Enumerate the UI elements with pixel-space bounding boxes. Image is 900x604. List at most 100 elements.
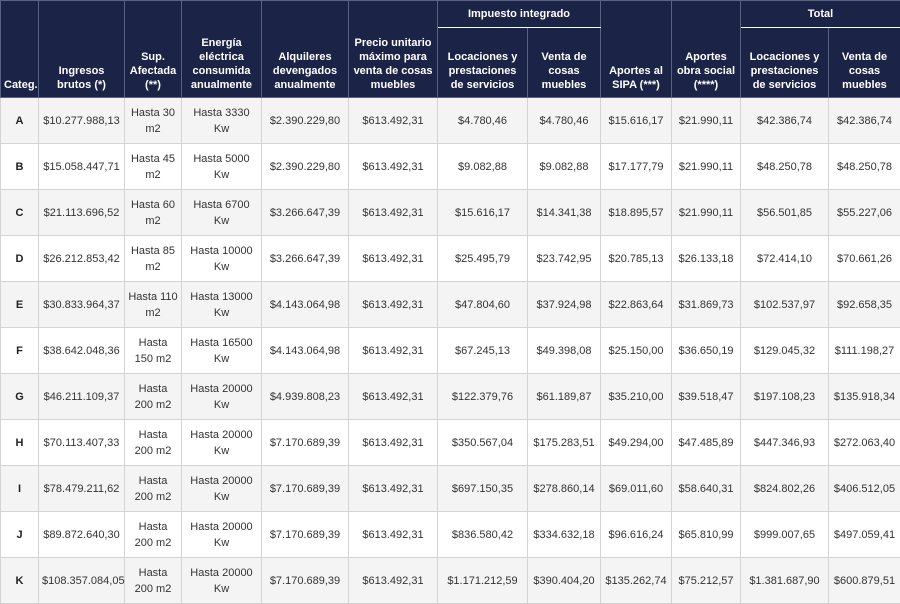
cell-impuesto-locaciones: $350.567,04 — [438, 420, 528, 466]
cell-obra-social: $31.869,73 — [672, 282, 741, 328]
cell-alquileres: $3.266.647,39 — [262, 236, 349, 282]
cell-impuesto-venta: $37.924,98 — [528, 282, 601, 328]
header-categ: Categ. — [1, 1, 39, 98]
cell-ingresos: $78.479.211,62 — [39, 466, 125, 512]
cell-ingresos: $108.357.084,05 — [39, 558, 125, 604]
cell-alquileres: $4.143.064,98 — [262, 328, 349, 374]
cell-obra-social: $47.485,89 — [672, 420, 741, 466]
header-total-locaciones: Locaciones y prestaciones de servicios — [741, 28, 829, 98]
cell-obra-social: $58.640,31 — [672, 466, 741, 512]
header-impuesto-locaciones: Locaciones y prestaciones de servicios — [438, 28, 528, 98]
cell-total-venta: $497.059,41 — [829, 512, 900, 558]
cell-total-venta: $111.198,27 — [829, 328, 900, 374]
cell-sup: Hasta 30 m2 — [125, 98, 182, 144]
cell-energia: Hasta 3330 Kw — [182, 98, 262, 144]
cell-alquileres: $7.170.689,39 — [262, 420, 349, 466]
cell-impuesto-venta: $334.632,18 — [528, 512, 601, 558]
cell-obra-social: $21.990,11 — [672, 144, 741, 190]
cell-categ: G — [1, 374, 39, 420]
cell-impuesto-venta: $23.742,95 — [528, 236, 601, 282]
header-alquileres: Alquileres devengados anualmente — [262, 1, 349, 98]
header-impuesto-group: Impuesto integrado — [438, 1, 601, 28]
cell-total-locaciones: $999.007,65 — [741, 512, 829, 558]
cell-alquileres: $7.170.689,39 — [262, 466, 349, 512]
cell-energia: Hasta 20000 Kw — [182, 420, 262, 466]
cell-total-venta: $42.386,74 — [829, 98, 900, 144]
cell-sipa: $35.210,00 — [601, 374, 672, 420]
cell-energia: Hasta 20000 Kw — [182, 558, 262, 604]
cell-categ: D — [1, 236, 39, 282]
cell-total-locaciones: $197.108,23 — [741, 374, 829, 420]
cell-alquileres: $4.143.064,98 — [262, 282, 349, 328]
cell-ingresos: $46.211.109,37 — [39, 374, 125, 420]
cell-sipa: $22.863,64 — [601, 282, 672, 328]
cell-sipa: $20.785,13 — [601, 236, 672, 282]
cell-sipa: $17.177,79 — [601, 144, 672, 190]
cell-energia: Hasta 20000 Kw — [182, 466, 262, 512]
cell-total-locaciones: $824.802,26 — [741, 466, 829, 512]
cell-ingresos: $26.212.853,42 — [39, 236, 125, 282]
header-sipa: Aportes al SIPA (***) — [601, 1, 672, 98]
cell-precio: $613.492,31 — [349, 420, 438, 466]
cell-total-locaciones: $447.346,93 — [741, 420, 829, 466]
cell-categ: K — [1, 558, 39, 604]
cell-ingresos: $38.642.048,36 — [39, 328, 125, 374]
cell-impuesto-venta: $4.780,46 — [528, 98, 601, 144]
cell-ingresos: $10.277.988,13 — [39, 98, 125, 144]
cell-obra-social: $21.990,11 — [672, 190, 741, 236]
cell-alquileres: $4.939.808,23 — [262, 374, 349, 420]
cell-sup: Hasta 85 m2 — [125, 236, 182, 282]
cell-ingresos: $30.833.964,37 — [39, 282, 125, 328]
cell-categ: B — [1, 144, 39, 190]
cell-impuesto-locaciones: $25.495,79 — [438, 236, 528, 282]
cell-obra-social: $75.212,57 — [672, 558, 741, 604]
header-energia: Energía eléctrica consumida anualmente — [182, 1, 262, 98]
cell-total-venta: $70.661,26 — [829, 236, 900, 282]
cell-impuesto-locaciones: $15.616,17 — [438, 190, 528, 236]
cell-sipa: $25.150,00 — [601, 328, 672, 374]
header-obra-social: Aportes obra social (****) — [672, 1, 741, 98]
cell-obra-social: $65.810,99 — [672, 512, 741, 558]
cell-total-venta: $600.879,51 — [829, 558, 900, 604]
cell-precio: $613.492,31 — [349, 328, 438, 374]
cell-categ: I — [1, 466, 39, 512]
cell-precio: $613.492,31 — [349, 144, 438, 190]
cell-sipa: $96.616,24 — [601, 512, 672, 558]
cell-total-locaciones: $48.250,78 — [741, 144, 829, 190]
cell-precio: $613.492,31 — [349, 466, 438, 512]
cell-energia: Hasta 13000 Kw — [182, 282, 262, 328]
cell-impuesto-locaciones: $4.780,46 — [438, 98, 528, 144]
header-precio: Precio unitario máximo para venta de cos… — [349, 1, 438, 98]
cell-sup: Hasta 60 m2 — [125, 190, 182, 236]
cell-sipa: $18.895,57 — [601, 190, 672, 236]
cell-precio: $613.492,31 — [349, 236, 438, 282]
cell-impuesto-venta: $175.283,51 — [528, 420, 601, 466]
header-ingresos: Ingresos brutos (*) — [39, 1, 125, 98]
cell-alquileres: $7.170.689,39 — [262, 558, 349, 604]
cell-total-locaciones: $1.381.687,90 — [741, 558, 829, 604]
cell-total-venta: $135.918,34 — [829, 374, 900, 420]
cell-sipa: $69.011,60 — [601, 466, 672, 512]
cell-sup: Hasta 200 m2 — [125, 558, 182, 604]
cell-total-locaciones: $129.045,32 — [741, 328, 829, 374]
cell-total-venta: $406.512,05 — [829, 466, 900, 512]
cell-energia: Hasta 20000 Kw — [182, 374, 262, 420]
cell-impuesto-venta: $9.082,88 — [528, 144, 601, 190]
cell-categ: A — [1, 98, 39, 144]
cell-precio: $613.492,31 — [349, 190, 438, 236]
cell-alquileres: $3.266.647,39 — [262, 190, 349, 236]
cell-impuesto-venta: $61.189,87 — [528, 374, 601, 420]
cell-total-venta: $92.658,35 — [829, 282, 900, 328]
cell-total-locaciones: $56.501,85 — [741, 190, 829, 236]
cell-obra-social: $26.133,18 — [672, 236, 741, 282]
cell-impuesto-locaciones: $67.245,13 — [438, 328, 528, 374]
cell-impuesto-venta: $14.341,38 — [528, 190, 601, 236]
